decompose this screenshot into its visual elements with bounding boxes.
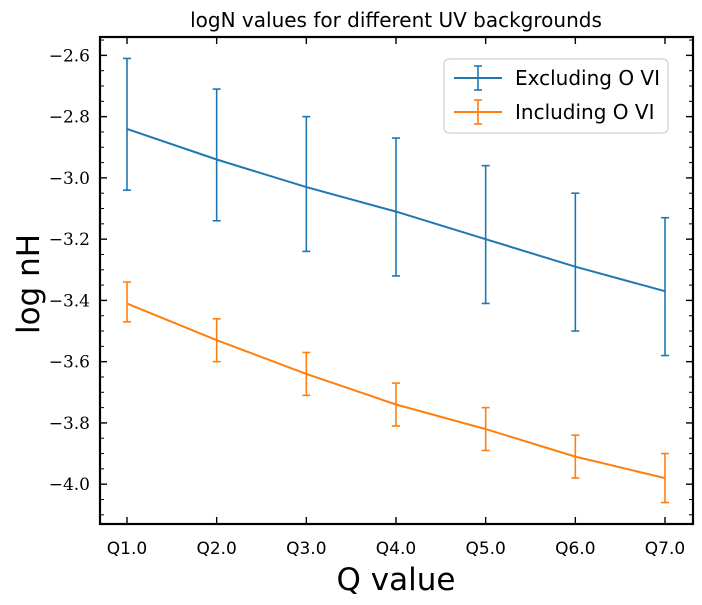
plot-area <box>123 57 669 504</box>
legend-label: Excluding O VI <box>515 66 660 90</box>
y-tick-label: −2.6 <box>49 46 90 66</box>
x-tick-label: Q4.0 <box>376 539 416 559</box>
y-tick-label: −2.8 <box>49 108 90 128</box>
legend-label: Including O VI <box>515 100 654 124</box>
y-tick-label: −4.0 <box>49 475 90 495</box>
chart-title: logN values for different UV backgrounds <box>190 8 602 32</box>
y-axis-label: log nH <box>11 234 47 334</box>
x-tick-label: Q1.0 <box>107 539 147 559</box>
y-tick-label: −3.8 <box>49 414 90 434</box>
x-tick-label: Q6.0 <box>555 539 595 559</box>
x-tick-label: Q2.0 <box>196 539 236 559</box>
y-tick-label: −3.2 <box>49 230 90 250</box>
x-tick-label: Q7.0 <box>645 539 685 559</box>
x-tick-label: Q5.0 <box>465 539 505 559</box>
x-axis-label: Q value <box>337 562 456 598</box>
legend: Excluding O VI Including O VI <box>443 58 669 134</box>
y-tick-label: −3.4 <box>49 291 90 311</box>
ticks: −2.6 −2.8 −3.0 −3.2 −3.4 −3.6 −3.8 −4.0 Q1.0 Q2.0… <box>49 37 693 559</box>
x-tick-label: Q3.0 <box>286 539 326 559</box>
y-tick-label: −3.6 <box>49 353 90 373</box>
y-tick-label: −3.0 <box>49 169 90 189</box>
